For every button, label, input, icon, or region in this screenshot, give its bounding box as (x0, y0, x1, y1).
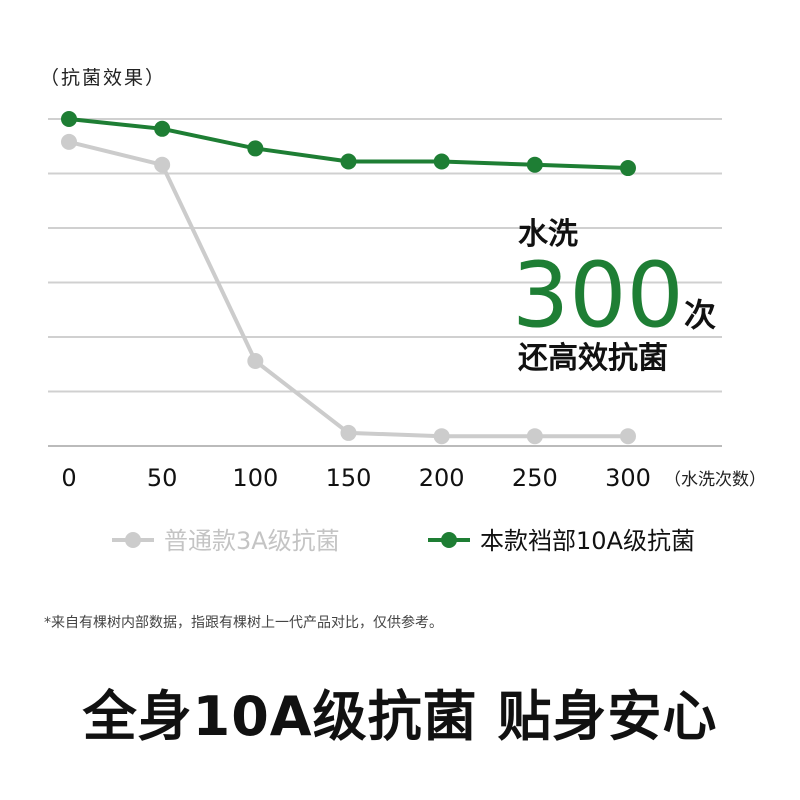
callout-number: 300 (512, 243, 684, 348)
legend-swatch-dot (125, 532, 141, 548)
data-point (340, 153, 357, 170)
x-tick-label: 300 (605, 464, 651, 492)
x-tick-label: 150 (326, 464, 372, 492)
slogan: 全身10A级抗菌 贴身安心 (82, 685, 718, 748)
callout-line1: 水洗 (518, 217, 578, 252)
callout: 水洗 300 次 还高效抗菌 (512, 217, 716, 376)
x-tick-label: 0 (61, 464, 76, 492)
series-2 (61, 111, 636, 177)
data-point (526, 428, 543, 445)
data-point (620, 428, 636, 445)
x-axis-label: （水洗次数） (664, 470, 766, 490)
data-point (433, 428, 450, 445)
data-point (340, 424, 357, 441)
x-tick-label: 100 (232, 464, 278, 492)
x-tick-labels: 0 50 100 150 200 250 300 (61, 464, 651, 492)
data-point (247, 352, 264, 369)
callout-unit: 次 (684, 296, 716, 334)
data-point (526, 156, 543, 173)
data-point (620, 160, 636, 177)
data-point (61, 111, 77, 127)
callout-line2: 还高效抗菌 (518, 341, 668, 376)
legend-label: 本款裆部10A级抗菌 (480, 527, 695, 555)
x-tick-label: 250 (512, 464, 558, 492)
data-point (154, 156, 171, 173)
grid-lines (48, 118, 722, 447)
legend-label: 普通款3A级抗菌 (164, 527, 340, 555)
legend-item-2: 本款裆部10A级抗菌 (428, 527, 695, 555)
y-axis-label: （抗菌效果） (40, 67, 166, 89)
series-1 (61, 133, 636, 445)
legend-swatch-dot (441, 532, 457, 548)
x-tick-label: 200 (419, 464, 465, 492)
footnote: *来自有棵树内部数据，指跟有棵树上一代产品对比，仅供参考。 (44, 615, 443, 631)
series-layer (61, 111, 636, 445)
data-point (154, 120, 171, 137)
data-point (247, 140, 264, 157)
data-point (433, 153, 450, 170)
legend-item-1: 普通款3A级抗菌 (112, 527, 340, 555)
data-point (61, 133, 77, 150)
x-tick-label: 50 (147, 464, 178, 492)
legend: 普通款3A级抗菌 本款裆部10A级抗菌 (112, 527, 695, 555)
